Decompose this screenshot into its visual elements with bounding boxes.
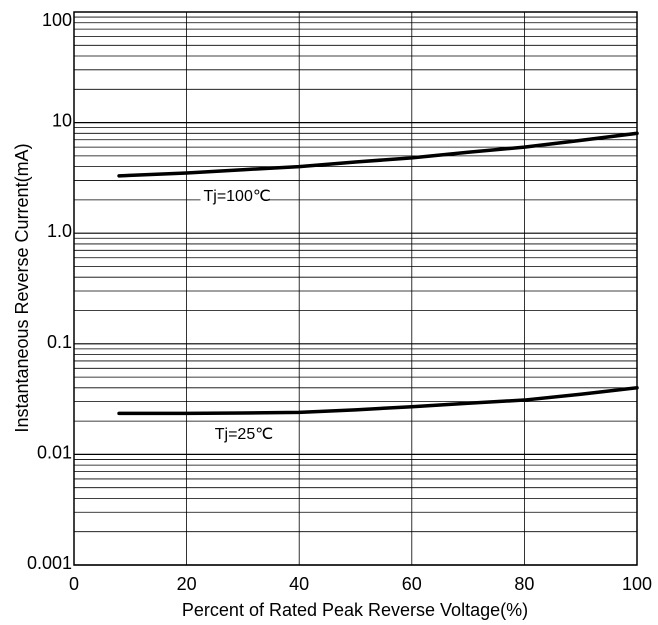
series-line [117, 131, 639, 178]
x-tick-label: 60 [402, 574, 422, 594]
y-tick-label: 100 [42, 10, 72, 30]
x-tick-label: 20 [177, 574, 197, 594]
y-tick-label: 1.0 [47, 221, 72, 241]
x-axis-label: Percent of Rated Peak Reverse Voltage(%) [182, 600, 528, 620]
y-tick-label: 0.01 [37, 442, 72, 462]
y-axis-label: Instantaneous Reverse Current(mA) [12, 143, 32, 432]
y-tick-label: 0.001 [27, 553, 72, 573]
tick-labels: 0 20 40 60 80 100 0.001 0.01 0.1 1.0 10 100 [27, 10, 652, 594]
series-label: Tj=25℃ [215, 426, 273, 443]
y-tick-label: 10 [52, 111, 72, 131]
plot-frame [73, 11, 638, 566]
series-label: Tj=100℃ [203, 188, 270, 205]
series-line [117, 386, 639, 416]
grid [74, 12, 637, 566]
x-tick-label: 0 [69, 574, 79, 594]
y-tick-label: 0.1 [47, 332, 72, 352]
series-label-background [211, 425, 270, 444]
series-label-background [200, 186, 267, 205]
x-tick-label: 80 [514, 574, 534, 594]
x-tick-label: 100 [622, 574, 652, 594]
x-tick-label: 40 [289, 574, 309, 594]
plot-background [74, 12, 637, 565]
curves: Tj=100℃ Tj=25℃ [117, 131, 639, 444]
